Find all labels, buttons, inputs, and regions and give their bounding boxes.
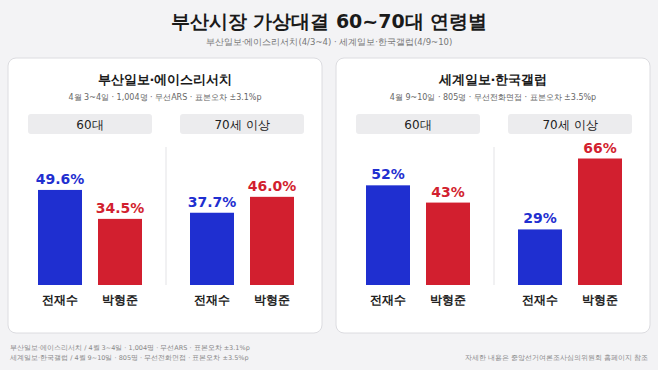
series-name: 전재수 xyxy=(42,293,78,307)
category-label: 60대 xyxy=(76,118,103,132)
series-name: 전재수 xyxy=(370,293,406,307)
category-header-box xyxy=(28,114,152,134)
background xyxy=(0,0,658,370)
footer-note: 세계일보·한국갤럽 / 4월 9~10일 · 805명 · 무선전화면접 · 표… xyxy=(10,354,249,362)
series-name: 박형준 xyxy=(430,293,466,307)
panel-subtitle: 4월 3~4일 · 1,004명 · 무선ARS · 표본오차 ±3.1%p xyxy=(68,93,261,102)
series-name: 박형준 xyxy=(102,293,138,307)
title: 부산시장 가상대결 60~70대 연령별 xyxy=(171,10,488,32)
bar xyxy=(98,219,142,285)
panel-title: 세계일보·한국갤럽 xyxy=(438,72,548,87)
panel xyxy=(336,58,650,333)
panel xyxy=(8,58,322,333)
category-header-box xyxy=(356,114,480,134)
category-header-box xyxy=(508,114,632,134)
series-name: 박형준 xyxy=(254,293,290,307)
panel-subtitle: 4월 9~10일 · 805명 · 무선전화면접 · 표본오차 ±3.5%p xyxy=(390,93,596,102)
subtitle: 부산일보·에이스리서치(4/3~4) · 세계일보·한국갤럽(4/9~10) xyxy=(206,37,453,47)
data-label: 37.7% xyxy=(188,194,237,210)
bar-group xyxy=(518,159,622,286)
bar xyxy=(38,190,82,285)
category-header-box xyxy=(180,114,304,134)
bar xyxy=(426,203,470,285)
series-name: 전재수 xyxy=(194,293,230,307)
bar-group xyxy=(366,185,470,285)
axis-line xyxy=(166,147,167,285)
bar-group xyxy=(190,197,294,285)
category-label: 70세 이상 xyxy=(542,118,597,132)
bar xyxy=(578,159,622,286)
data-label: 66% xyxy=(583,140,617,156)
bar xyxy=(190,213,234,285)
data-label: 52% xyxy=(371,166,405,182)
bar xyxy=(366,185,410,285)
canvas: 부산시장 가상대결 60~70대 연령별부산일보·에이스리서치(4/3~4) ·… xyxy=(0,0,658,370)
bar xyxy=(518,229,562,285)
category-label: 60대 xyxy=(404,118,431,132)
footer-source: 자세한 내용은 중앙선거여론조사심의위원회 홈페이지 참조 xyxy=(465,354,648,362)
data-label: 29% xyxy=(523,210,557,226)
series-name: 박형준 xyxy=(582,293,618,307)
bar xyxy=(250,197,294,285)
data-label: 43% xyxy=(431,184,465,200)
data-label: 34.5% xyxy=(96,200,145,216)
category-label: 70세 이상 xyxy=(214,118,269,132)
axis-line xyxy=(494,147,495,285)
footer-note: 부산일보·에이스리서치 / 4월 3~4일 · 1,004명 · 무선ARS ·… xyxy=(10,344,250,352)
data-label: 49.6% xyxy=(36,171,85,187)
data-label: 46.0% xyxy=(248,178,297,194)
series-name: 전재수 xyxy=(522,293,558,307)
panel-title: 부산일보·에이스리서치 xyxy=(98,72,233,87)
